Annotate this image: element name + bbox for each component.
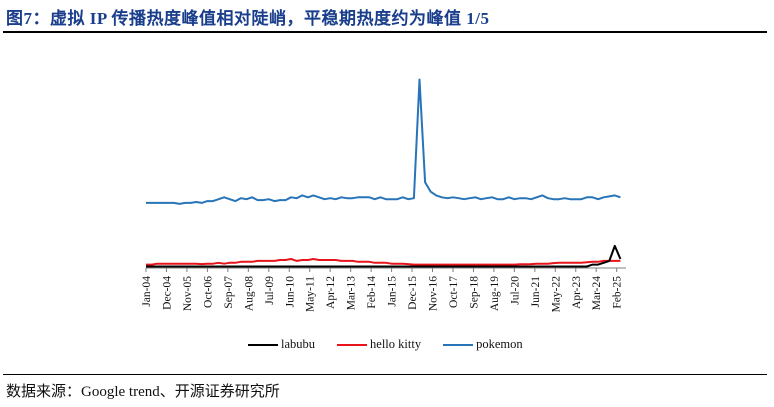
series-line-labubu [146, 244, 622, 268]
legend-label-labubu: labubu [281, 337, 316, 351]
series-line-pokemon [146, 78, 621, 205]
series-line-hello-kitty [146, 258, 621, 266]
x-tick-label: Mar-13 [346, 276, 358, 311]
x-tick-label: Jul-09 [264, 276, 276, 305]
x-tick-label: May-11 [305, 276, 317, 312]
legend-item-labubu: labubu [248, 337, 315, 352]
x-tick-label: Sep-18 [468, 276, 480, 309]
x-tick-label: Aug-08 [243, 276, 255, 311]
x-tick-label: Jun-10 [284, 276, 296, 308]
x-tick-label: Mar-24 [591, 276, 603, 311]
line-chart: Jan-04 Dec-04 Nov-05 Oct-06 Sep-07 Aug-08 Jul-… [141, 78, 626, 312]
x-tick-label: Dec-04 [161, 276, 173, 310]
figure-title: 图7：虚拟 IP 传播热度峰值相对陡峭，平稳期热度约为峰值 1/5 [6, 9, 490, 28]
source-divider [3, 374, 767, 375]
x-tick-label: Apr-23 [571, 276, 583, 309]
legend-swatch-labubu [248, 343, 278, 346]
x-tick-label: Nov-05 [182, 276, 194, 311]
x-tick-label: Apr-12 [325, 276, 337, 309]
legend-label-pokemon: pokemon [476, 337, 523, 351]
chart-legend: labubu hello kitty pokemon [248, 337, 523, 352]
x-axis-ticks: Jan-04 Dec-04 Nov-05 Oct-06 Sep-07 Aug-08 Jul-… [141, 268, 624, 312]
x-tick-label: Nov-16 [428, 276, 440, 311]
source-note: 数据来源：Google trend、开源证券研究所 [6, 384, 280, 400]
legend-item-pokemon: pokemon [443, 337, 523, 352]
x-tick-label: Jan-15 [387, 276, 399, 307]
title-divider [3, 31, 767, 33]
x-tick-label: Jul-20 [509, 276, 521, 305]
x-tick-label: Feb-14 [366, 276, 378, 309]
legend-item-hello-kitty: hello kitty [337, 337, 421, 352]
x-tick-label: Jun-21 [530, 276, 542, 308]
x-tick-label: Jan-04 [141, 276, 153, 307]
x-tick-label: May-22 [550, 276, 562, 313]
legend-swatch-pokemon [443, 343, 474, 346]
x-tick-label: Aug-19 [489, 276, 501, 311]
legend-label-hello-kitty: hello kitty [370, 337, 422, 351]
x-tick-label: Oct-17 [448, 276, 460, 308]
series-layer [146, 78, 622, 268]
x-tick-label: Dec-15 [407, 276, 419, 310]
x-tick-label: Oct-06 [202, 276, 214, 308]
x-tick-label: Feb-25 [612, 276, 624, 309]
legend-swatch-hello-kitty [337, 343, 368, 346]
x-tick-label: Sep-07 [223, 276, 235, 309]
